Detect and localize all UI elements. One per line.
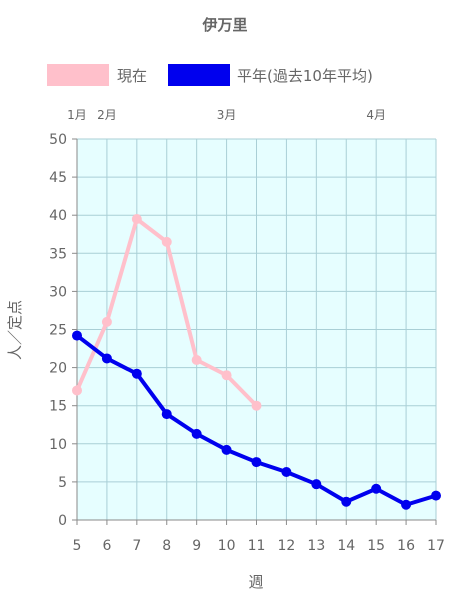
data-point [431,490,441,501]
data-point [251,457,262,468]
data-point [341,496,352,507]
legend-swatch-current [47,64,109,86]
data-point [72,330,82,341]
series-layer [72,214,441,510]
legend: 現在 平年(過去10年平均) [47,64,373,86]
data-point [131,214,142,225]
data-point [401,499,412,510]
y-tick-label: 45 [49,170,67,186]
data-point [191,428,202,439]
y-axis-label: 人／定点 [6,300,24,360]
y-tick-label: 20 [49,361,67,377]
y-tick-label: 35 [49,246,67,262]
x-tick-label: 6 [102,538,111,554]
data-point [191,354,202,365]
data-point [101,353,112,364]
y-tick-label: 50 [49,132,67,148]
y-tick-label: 25 [49,323,67,339]
data-point [251,400,262,411]
month-label: 1月 [67,108,87,122]
data-point [72,385,82,396]
x-tick-label: 13 [307,538,325,554]
y-tick-label: 0 [58,513,67,529]
data-point [101,316,112,327]
data-point [221,370,232,381]
data-point [281,466,292,477]
x-tick-labels: 5 6 7 8 9 10 11 12 13 14 15 16 17 [73,520,445,554]
x-tick-label: 11 [248,538,266,554]
data-point [161,236,172,247]
x-tick-label: 15 [367,538,385,554]
month-labels: 1月 2月 3月 4月 [67,108,386,122]
data-point [221,444,232,455]
x-tick-label: 16 [397,538,415,554]
data-point [371,483,382,494]
x-tick-label: 5 [73,538,82,554]
legend-label-normal: 平年(過去10年平均) [237,67,373,85]
y-tick-label: 30 [49,284,67,300]
data-point [131,368,142,379]
y-tick-label: 40 [49,208,67,224]
x-tick-label: 7 [132,538,141,554]
x-tick-label: 12 [278,538,296,554]
x-tick-label: 9 [192,538,201,554]
month-label: 3月 [217,108,237,122]
month-label: 2月 [97,108,117,122]
legend-swatch-normal [168,64,230,86]
y-tick-label: 10 [49,437,67,453]
y-tick-label: 5 [58,475,67,491]
x-tick-label: 10 [218,538,236,554]
y-tick-labels: 0 5 10 15 20 25 30 35 40 45 50 [49,132,77,529]
data-point [311,479,322,490]
month-label: 4月 [366,108,386,122]
x-tick-label: 17 [427,538,445,554]
x-tick-label: 14 [337,538,355,554]
legend-label-current: 現在 [117,67,147,85]
x-tick-label: 8 [162,538,171,554]
x-axis-label: 週 [248,573,263,591]
data-point [161,409,172,420]
y-tick-label: 15 [49,399,67,415]
chart-title: 伊万里 [201,16,247,34]
